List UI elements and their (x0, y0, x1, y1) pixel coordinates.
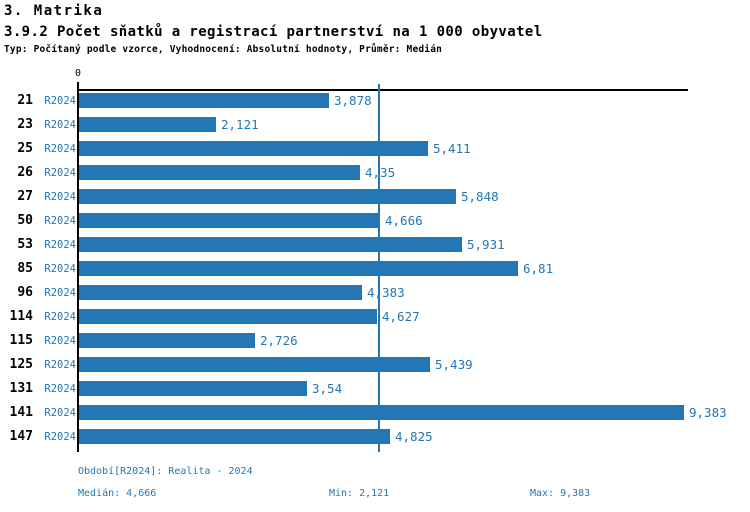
row-category-label: 21 (17, 93, 33, 108)
bar-value-label: 5,411 (433, 141, 471, 156)
chart-row: 147 R2024 4,825 (0, 429, 750, 444)
row-period-label: R2024 (44, 191, 76, 203)
chart-row: 25 R2024 5,411 (0, 141, 750, 156)
footer-median-stat: Medián: 4,666 (78, 488, 157, 499)
bar (79, 261, 518, 276)
bar (79, 333, 255, 348)
row-category-label: 131 (9, 381, 33, 396)
row-period-label: R2024 (44, 119, 76, 131)
row-period-label: R2024 (44, 263, 76, 275)
bar (79, 237, 462, 252)
bar-value-label: 5,439 (435, 357, 473, 372)
bar-value-label: 2,726 (260, 333, 298, 348)
row-period-label: R2024 (44, 95, 76, 107)
row-category-label: 26 (17, 165, 33, 180)
bar-value-label: 4,627 (382, 309, 420, 324)
row-period-label: R2024 (44, 311, 76, 323)
row-category-label: 23 (17, 117, 33, 132)
bar (79, 141, 428, 156)
footer-min-stat: Min: 2,121 (329, 488, 390, 499)
bar-value-label: 4,825 (395, 429, 433, 444)
chart-row: 53 R2024 5,931 (0, 237, 750, 252)
bar (79, 165, 360, 180)
row-category-label: 53 (17, 237, 33, 252)
bar (79, 357, 430, 372)
row-period-label: R2024 (44, 287, 76, 299)
row-period-label: R2024 (44, 431, 76, 443)
row-period-label: R2024 (44, 359, 76, 371)
row-category-label: 125 (9, 357, 33, 372)
row-category-label: 25 (17, 141, 33, 156)
footer-period-line: Období[R2024]: Realita - 2024 (78, 466, 253, 477)
bar-value-label: 3,54 (312, 381, 343, 396)
bar-value-label: 6,81 (523, 261, 554, 276)
chart-row: 125 R2024 5,439 (0, 357, 750, 372)
chart-row: 21 R2024 3,878 (0, 93, 750, 108)
chart-row: 85 R2024 6,81 (0, 261, 750, 276)
bar-value-label: 4,35 (365, 165, 396, 180)
row-category-label: 147 (9, 429, 33, 444)
chart-meta-line: Typ: Počítaný podle vzorce, Vyhodnocení:… (4, 44, 443, 55)
row-category-label: 141 (9, 405, 33, 420)
chart-row: 23 R2024 2,121 (0, 117, 750, 132)
y-axis-line (77, 84, 79, 452)
bar (79, 189, 456, 204)
bar (79, 93, 329, 108)
chart-title: 3.9.2 Počet sňatků a registrací partners… (4, 24, 543, 40)
bar-value-label: 5,848 (461, 189, 499, 204)
chart-row: 26 R2024 4,35 (0, 165, 750, 180)
bar (79, 429, 390, 444)
row-category-label: 115 (9, 333, 33, 348)
row-category-label: 50 (17, 213, 33, 228)
row-period-label: R2024 (44, 407, 76, 419)
chart-row: 50 R2024 4,666 (0, 213, 750, 228)
bar-value-label: 9,383 (689, 405, 727, 420)
bar-value-label: 3,878 (334, 93, 372, 108)
row-period-label: R2024 (44, 239, 76, 251)
row-category-label: 96 (17, 285, 33, 300)
chart-rows: 21 R2024 3,878 23 R2024 2,121 25 R2024 5… (0, 90, 750, 452)
row-period-label: R2024 (44, 383, 76, 395)
row-period-label: R2024 (44, 167, 76, 179)
page-title: 3. Matrika (4, 3, 104, 19)
row-category-label: 85 (17, 261, 33, 276)
row-period-label: R2024 (44, 143, 76, 155)
row-period-label: R2024 (44, 335, 76, 347)
chart-row: 114 R2024 4,627 (0, 309, 750, 324)
bar-value-label: 4,666 (385, 213, 423, 228)
bar (79, 381, 307, 396)
bar-value-label: 2,121 (221, 117, 259, 132)
chart-row: 96 R2024 4,383 (0, 285, 750, 300)
bar (79, 285, 362, 300)
row-category-label: 114 (9, 309, 33, 324)
x-axis-line (77, 89, 688, 91)
chart-row: 141 R2024 9,383 (0, 405, 750, 420)
bar-value-label: 5,931 (467, 237, 505, 252)
row-category-label: 27 (17, 189, 33, 204)
bar-value-label: 4,383 (367, 285, 405, 300)
x-axis-zero-tick-label: 0 (74, 68, 82, 79)
bar (79, 117, 216, 132)
chart-row: 115 R2024 2,726 (0, 333, 750, 348)
bar (79, 405, 684, 420)
footer-max-stat: Max: 9,383 (530, 488, 591, 499)
chart-row: 131 R2024 3,54 (0, 381, 750, 396)
bar (79, 213, 380, 228)
bar (79, 309, 377, 324)
row-period-label: R2024 (44, 215, 76, 227)
chart-row: 27 R2024 5,848 (0, 189, 750, 204)
